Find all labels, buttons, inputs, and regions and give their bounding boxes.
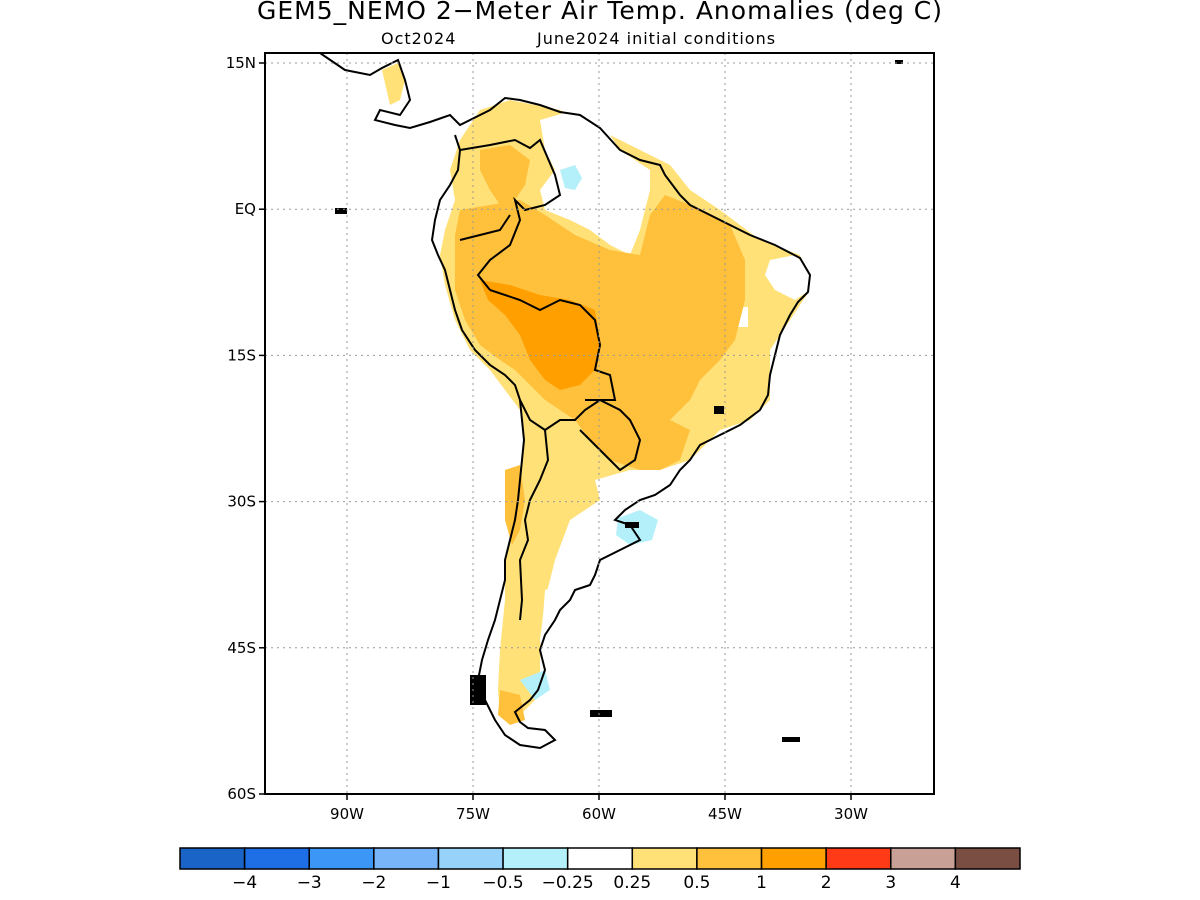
colorbar-label: 0.5 <box>683 873 710 893</box>
colorbar-swatch <box>179 847 246 870</box>
initial-conditions-label: June2024 initial conditions <box>537 29 777 48</box>
colorbar-label: 4 <box>950 873 961 893</box>
lon-tick-label: 60W <box>582 805 616 823</box>
colorbar-swatch <box>308 847 375 870</box>
region-strong-warm <box>480 280 600 390</box>
lat-tick-label: EQ <box>235 200 256 218</box>
colorbar-swatch <box>696 847 763 870</box>
colorbar-swatch <box>631 847 698 870</box>
colorbar-swatch <box>502 847 569 870</box>
coastlines <box>319 53 812 750</box>
colorbar-swatch <box>954 847 1021 870</box>
region-neutral-ne-brazil <box>765 255 810 300</box>
colorbar-label: 2 <box>821 873 832 893</box>
lat-tick-label: 30S <box>227 493 256 511</box>
longitude-axis: 90W 75W 60W 45W 30W <box>330 794 868 823</box>
anomaly-shading <box>382 62 810 725</box>
islands <box>335 60 903 742</box>
region-moderate-northwest <box>480 145 530 205</box>
colorbar-swatch <box>373 847 440 870</box>
forecast-month: Oct2024 <box>381 29 457 48</box>
colorbar-label: −2 <box>361 873 386 893</box>
region-light-central-america <box>382 62 405 105</box>
colorbar-swatch <box>890 847 957 870</box>
colorbar-swatch <box>437 847 504 870</box>
colorbar-label: −4 <box>232 873 257 893</box>
colorbar-label: −0.25 <box>542 873 594 893</box>
colorbar-label: −3 <box>297 873 322 893</box>
latitude-axis: 15N EQ 15S 30S 45S 60S <box>226 54 265 803</box>
colorbar-label: 3 <box>885 873 896 893</box>
colorbar: −4 −3 −2 −1 −0.5 −0.25 0.25 0.5 1 2 3 4 <box>179 847 1021 893</box>
colorbar-label: 0.25 <box>613 873 651 893</box>
lon-tick-label: 45W <box>708 805 742 823</box>
lat-tick-label: 15S <box>227 346 256 364</box>
colorbar-swatch <box>825 847 892 870</box>
colorbar-label: −0.5 <box>482 873 523 893</box>
lon-tick-label: 30W <box>834 805 868 823</box>
region-neutral-north <box>540 110 650 255</box>
lat-tick-label: 15N <box>226 54 256 72</box>
lat-tick-label: 60S <box>227 785 256 803</box>
lat-tick-label: 45S <box>227 639 256 657</box>
region-neutral-patagonia <box>540 585 575 700</box>
region-moderate-tip <box>498 690 525 725</box>
map-title: GEM5_NEMO 2−Meter Air Temp. Anomalies (d… <box>256 0 944 25</box>
colorbar-swatch <box>760 847 827 870</box>
colorbar-label: −1 <box>426 873 451 893</box>
region-moderate-warm <box>455 195 745 470</box>
colorbar-label: 1 <box>756 873 767 893</box>
lon-tick-label: 90W <box>330 805 364 823</box>
colorbar-swatch <box>243 847 310 870</box>
lon-tick-label: 75W <box>456 805 490 823</box>
colorbar-swatch <box>566 847 634 870</box>
region-cool-venezuela <box>560 165 582 190</box>
